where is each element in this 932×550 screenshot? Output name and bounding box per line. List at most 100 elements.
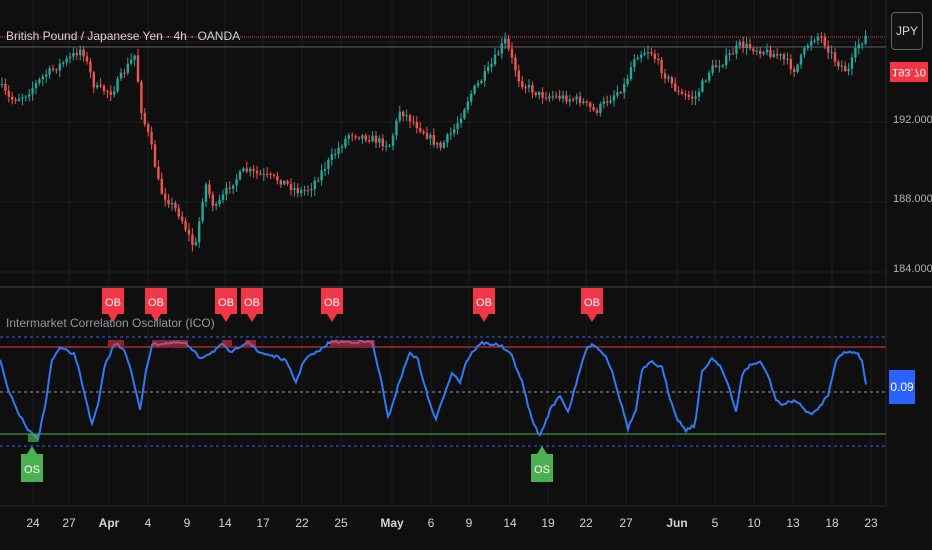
- candle-body: [442, 142, 446, 148]
- candle-body: [364, 135, 367, 141]
- candle-body: [606, 101, 609, 103]
- candle-body: [419, 128, 422, 132]
- price-label-184: 184.000: [893, 263, 932, 275]
- candle-body: [300, 190, 303, 194]
- time-label: 17: [256, 516, 270, 530]
- candle-body: [674, 83, 677, 91]
- candle-body: [847, 68, 850, 71]
- candle-body: [58, 63, 61, 71]
- candle-body: [663, 73, 667, 79]
- price-label-188: 188.000: [893, 193, 932, 205]
- candle-body: [340, 146, 344, 148]
- candle-body: [830, 52, 833, 54]
- candle-body: [106, 91, 109, 93]
- candle-body: [187, 229, 191, 235]
- candle-body: [782, 54, 786, 60]
- candle-body: [521, 81, 524, 88]
- candle-body: [412, 121, 415, 123]
- candle-body: [813, 40, 816, 42]
- candle-body: [130, 59, 133, 64]
- candle-body: [252, 168, 255, 171]
- candle-body: [786, 59, 789, 61]
- ob-zone: [330, 340, 375, 346]
- candle-body: [347, 135, 350, 139]
- candle-body: [510, 48, 514, 58]
- candle-body: [357, 137, 361, 139]
- candle-body: [745, 43, 748, 48]
- candle-body: [476, 83, 480, 86]
- candle-body: [480, 80, 483, 84]
- candle-body: [11, 96, 14, 100]
- candle-body: [497, 53, 500, 55]
- candle-body: [402, 111, 405, 117]
- candle-body: [351, 135, 354, 137]
- candle-body: [748, 43, 752, 49]
- ob-zone: [108, 340, 124, 346]
- ob-signal-text: OB: [105, 297, 121, 309]
- grid: [0, 0, 932, 507]
- candle-body: [303, 190, 306, 192]
- os-signal-label: [21, 454, 43, 482]
- ob-signal-text: OB: [148, 297, 164, 309]
- candle-body: [595, 110, 599, 113]
- candle-body: [861, 43, 864, 45]
- candle-body: [286, 181, 289, 184]
- candle-body: [694, 96, 697, 99]
- candle-body: [548, 96, 551, 99]
- candle-body: [456, 123, 459, 130]
- candle-body: [215, 204, 218, 206]
- candle-body: [592, 107, 595, 111]
- candle-body: [531, 85, 534, 93]
- time-label: 9: [465, 516, 473, 530]
- candle-body: [408, 115, 412, 122]
- candle-body: [463, 109, 466, 119]
- candle-body: [568, 99, 571, 102]
- ob-signal-pointer: [327, 314, 337, 322]
- candle-body: [330, 154, 333, 160]
- candle-body: [136, 55, 140, 82]
- candle-body: [242, 168, 245, 172]
- candle-body: [259, 173, 262, 175]
- ob-signal-label: [241, 288, 263, 314]
- candle-body: [759, 50, 762, 54]
- candle-body: [28, 94, 31, 97]
- candle-body: [653, 53, 656, 60]
- currency-button[interactable]: JPY: [891, 12, 923, 50]
- candle-body: [153, 144, 157, 167]
- candle-body: [762, 52, 765, 54]
- candle-body: [62, 62, 65, 64]
- time-label: 22: [579, 516, 593, 530]
- indicator-title: Intermarket Correlation Oscillator (ICO): [6, 316, 215, 330]
- candle-body: [225, 187, 228, 195]
- candle-body: [283, 181, 286, 185]
- candle-body: [714, 65, 718, 67]
- candle-body: [204, 184, 208, 202]
- ob-signal-text: OB: [244, 297, 260, 309]
- candle-body: [490, 64, 493, 67]
- candle-body: [470, 93, 473, 102]
- candle-body: [667, 77, 670, 79]
- candle-body: [334, 154, 337, 156]
- candle-body: [272, 174, 276, 176]
- candle-body: [619, 92, 622, 94]
- candle-body: [626, 78, 629, 85]
- ob-signal-label: [581, 288, 603, 314]
- candle-body: [14, 99, 17, 101]
- candle-body: [415, 122, 418, 129]
- candle-body: [806, 45, 809, 49]
- candle-body: [561, 95, 565, 99]
- candle-body: [48, 68, 51, 75]
- os-signal-text: OS: [24, 464, 40, 476]
- candles: [0, 30, 867, 252]
- ob-signal-pointer: [479, 314, 489, 322]
- candle-body: [327, 159, 330, 169]
- candle-body: [544, 97, 548, 99]
- candle-body: [310, 189, 313, 191]
- candle-body: [565, 95, 568, 102]
- time-label: 4: [144, 516, 152, 530]
- ob-zone: [245, 340, 256, 346]
- candle-body: [585, 101, 588, 103]
- candle-body: [194, 242, 197, 245]
- candle-body: [779, 54, 782, 56]
